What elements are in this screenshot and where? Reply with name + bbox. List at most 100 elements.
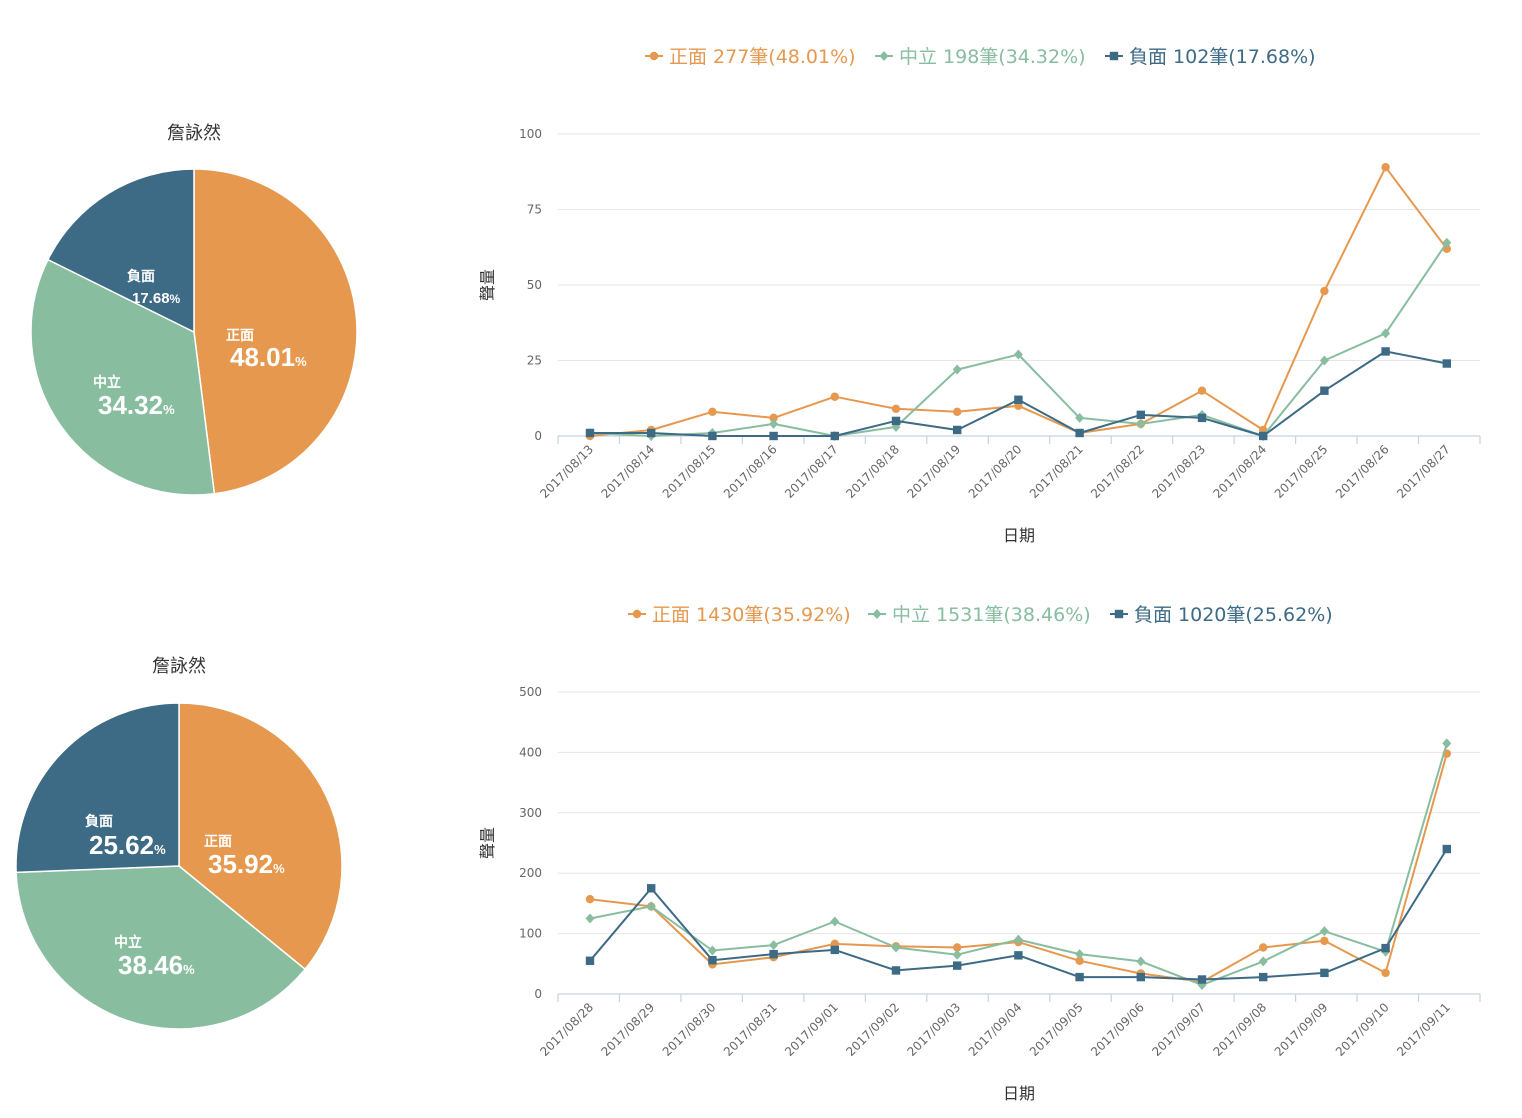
- legend-marker-neutral[interactable]: [872, 609, 882, 619]
- data-point-negative[interactable]: [953, 961, 962, 970]
- data-point-neutral[interactable]: [830, 916, 840, 927]
- data-point-negative[interactable]: [647, 428, 656, 438]
- data-point-negative[interactable]: [1259, 972, 1268, 982]
- x-tick-label: 2017/08/13: [537, 442, 596, 501]
- data-point-negative[interactable]: [1381, 347, 1390, 356]
- data-point-negative[interactable]: [1075, 972, 1084, 982]
- data-point-positive[interactable]: [830, 392, 839, 401]
- data-point-neutral[interactable]: [1258, 956, 1268, 967]
- data-point-neutral[interactable]: [1442, 237, 1452, 248]
- x-tick-label: 2017/09/10: [1333, 1000, 1392, 1059]
- legend-marker-positive[interactable]: [632, 609, 642, 619]
- data-point-neutral[interactable]: [707, 945, 717, 956]
- data-point-neutral[interactable]: [1013, 349, 1023, 360]
- data-point-neutral[interactable]: [1136, 418, 1146, 429]
- data-point-positive[interactable]: [1381, 163, 1390, 172]
- legend-marker-positive[interactable]: [649, 51, 659, 61]
- data-point-neutral[interactable]: [1319, 355, 1329, 366]
- data-point-negative[interactable]: [1442, 359, 1451, 368]
- legend-item-positive[interactable]: 正面 277筆(48.01%): [645, 46, 856, 68]
- data-point-positive[interactable]: [953, 943, 962, 952]
- x-tick-label: 2017/08/24: [1211, 442, 1270, 501]
- data-point-neutral[interactable]: [1013, 934, 1023, 945]
- legend-marker-negative[interactable]: [1109, 51, 1119, 61]
- pie-slice-neutral[interactable]: [15, 865, 307, 1030]
- y-tick-label: 50: [527, 278, 542, 292]
- data-point-positive[interactable]: [1320, 936, 1329, 946]
- data-point-negative[interactable]: [953, 425, 962, 435]
- x-tick-label: 2017/08/18: [843, 442, 902, 501]
- data-point-negative[interactable]: [830, 945, 839, 955]
- data-point-negative[interactable]: [708, 955, 717, 965]
- data-point-positive[interactable]: [708, 407, 717, 417]
- slice-percent-positive: 48.01%: [230, 342, 307, 372]
- data-point-neutral[interactable]: [1319, 926, 1329, 937]
- data-point-negative[interactable]: [891, 416, 901, 426]
- legend-item-negative[interactable]: 負面 102筆(17.68%): [1105, 46, 1316, 68]
- data-point-negative[interactable]: [1014, 395, 1023, 404]
- data-point-negative[interactable]: [769, 949, 778, 959]
- data-point-negative[interactable]: [1259, 431, 1268, 441]
- data-point-positive[interactable]: [1381, 968, 1390, 978]
- data-point-positive[interactable]: [953, 407, 962, 417]
- x-tick-label: 2017/08/20: [966, 442, 1025, 501]
- data-point-negative[interactable]: [647, 884, 656, 893]
- x-tick-label: 2017/08/16: [721, 442, 780, 501]
- data-point-negative[interactable]: [1136, 972, 1145, 982]
- pie-slice-neutral[interactable]: [30, 258, 216, 496]
- data-point-neutral[interactable]: [1381, 328, 1391, 339]
- pie-slice-negative[interactable]: [15, 702, 180, 874]
- data-point-positive[interactable]: [891, 404, 901, 414]
- slice-percent-value: 48.01: [230, 342, 295, 372]
- slice-percent-sign: %: [273, 861, 285, 876]
- legend-item-neutral[interactable]: 中立 1531筆(38.46%): [868, 604, 1091, 626]
- data-point-neutral[interactable]: [646, 901, 656, 912]
- legend-item-positive[interactable]: 正面 1430筆(35.92%): [628, 604, 851, 626]
- legend-item-neutral[interactable]: 中立 198筆(34.32%): [875, 46, 1086, 68]
- pie-slice-positive[interactable]: [193, 168, 358, 495]
- data-point-negative[interactable]: [1136, 410, 1145, 420]
- series-negative: [585, 844, 1451, 984]
- data-point-negative[interactable]: [708, 431, 717, 441]
- pie-title: 詹詠然: [167, 123, 221, 144]
- data-point-neutral[interactable]: [1442, 738, 1452, 749]
- data-point-positive[interactable]: [1197, 386, 1207, 395]
- legend-marker-neutral[interactable]: [879, 51, 889, 61]
- legend-marker-negative[interactable]: [1114, 609, 1124, 619]
- data-point-positive[interactable]: [1075, 956, 1084, 965]
- data-point-negative[interactable]: [1381, 943, 1390, 953]
- data-point-neutral[interactable]: [585, 913, 595, 924]
- x-tick-label: 2017/08/25: [1272, 442, 1331, 501]
- data-point-negative[interactable]: [1075, 428, 1084, 438]
- data-point-negative[interactable]: [1197, 413, 1207, 423]
- data-point-neutral[interactable]: [952, 364, 962, 375]
- data-point-neutral[interactable]: [1136, 956, 1146, 967]
- data-point-negative[interactable]: [1442, 844, 1451, 854]
- data-point-neutral[interactable]: [769, 940, 779, 951]
- data-point-neutral[interactable]: [1075, 412, 1085, 423]
- data-point-neutral[interactable]: [891, 942, 901, 953]
- data-point-negative[interactable]: [1197, 975, 1207, 984]
- series-negative: [585, 347, 1451, 441]
- data-point-negative[interactable]: [769, 431, 778, 441]
- data-point-positive[interactable]: [585, 894, 595, 904]
- data-point-negative[interactable]: [585, 956, 595, 965]
- data-point-neutral[interactable]: [952, 949, 962, 960]
- data-point-negative[interactable]: [891, 966, 901, 975]
- pie-slice-negative[interactable]: [46, 168, 195, 334]
- x-tick-label: 2017/09/05: [1027, 1000, 1086, 1059]
- data-point-positive[interactable]: [1320, 286, 1329, 296]
- pie-slice-positive[interactable]: [178, 702, 343, 971]
- data-point-negative[interactable]: [830, 431, 839, 441]
- data-point-positive[interactable]: [769, 413, 778, 423]
- data-point-negative[interactable]: [1320, 386, 1329, 395]
- series-line-negative: [589, 848, 1448, 981]
- data-point-negative[interactable]: [585, 428, 595, 438]
- data-point-neutral[interactable]: [1075, 949, 1085, 960]
- data-point-neutral[interactable]: [769, 418, 779, 429]
- data-point-negative[interactable]: [1320, 968, 1329, 978]
- data-point-positive[interactable]: [1259, 943, 1268, 952]
- data-point-negative[interactable]: [1014, 951, 1023, 960]
- legend-item-negative[interactable]: 負面 1020筆(25.62%): [1110, 604, 1333, 626]
